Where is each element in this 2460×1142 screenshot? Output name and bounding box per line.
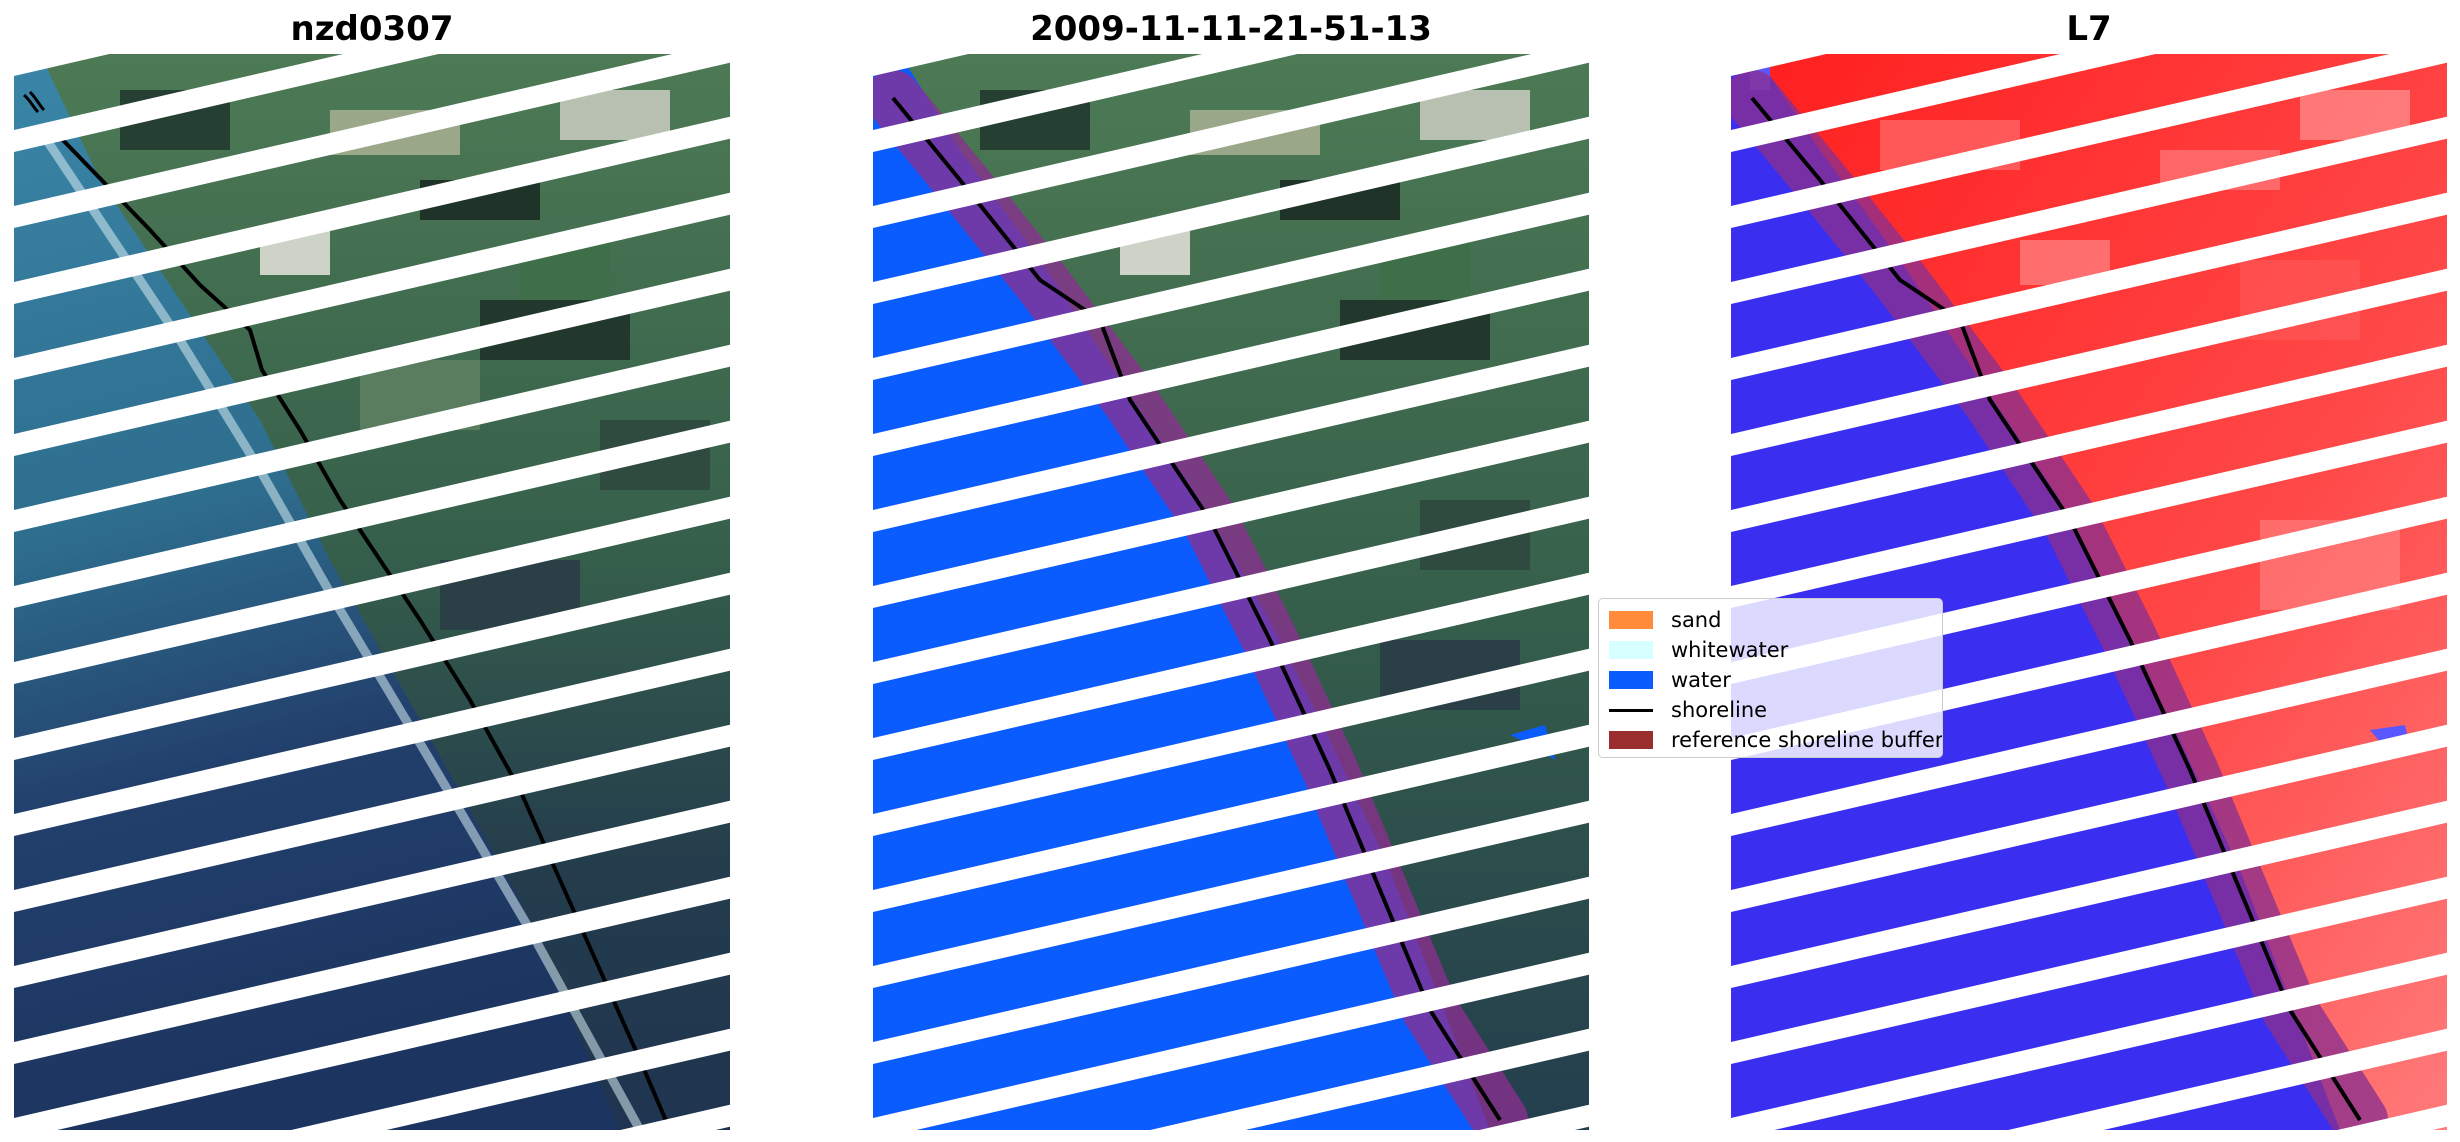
legend: sand whitewater water shoreline referenc… — [1598, 598, 1943, 758]
legend-item-shoreline: shoreline — [1609, 695, 1932, 725]
legend-item-whitewater: whitewater — [1609, 635, 1932, 665]
legend-swatch — [1609, 641, 1653, 659]
legend-item-sand: sand — [1609, 605, 1932, 635]
legend-swatch — [1609, 611, 1653, 629]
panel-title-rgb: nzd0307 — [290, 9, 454, 49]
legend-item-reference-buffer: reference shoreline buffer — [1609, 725, 1942, 755]
legend-swatch — [1609, 671, 1653, 689]
panel-title-mndwi: L7 — [2066, 9, 2112, 49]
classified-image-panel — [873, 54, 1589, 1130]
legend-swatch — [1609, 731, 1653, 749]
gap-stripes — [1731, 54, 2447, 1130]
legend-item-water: water — [1609, 665, 1932, 695]
legend-label: shoreline — [1671, 698, 1768, 722]
legend-label: reference shoreline buffer — [1671, 728, 1943, 752]
rgb-image-panel — [14, 54, 730, 1130]
gap-stripes — [873, 54, 1589, 1130]
legend-swatch — [1609, 708, 1653, 712]
legend-label: sand — [1671, 608, 1722, 632]
mndwi-image-panel — [1731, 54, 2447, 1130]
legend-label: water — [1671, 668, 1731, 692]
gap-stripes — [14, 54, 730, 1130]
panel-title-classified: 2009-11-11-21-51-13 — [1030, 9, 1432, 49]
legend-label: whitewater — [1671, 638, 1789, 662]
